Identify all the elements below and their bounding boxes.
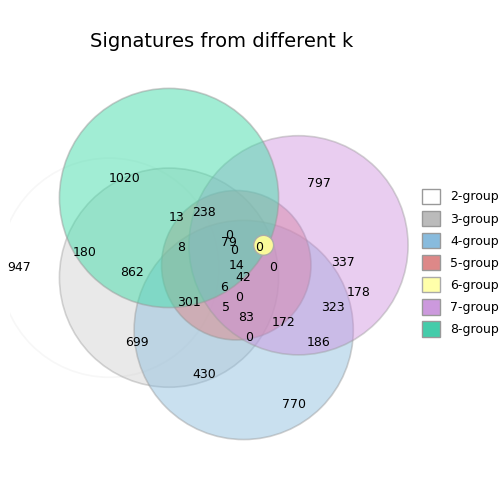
Circle shape <box>254 235 274 255</box>
Legend: 2-group, 3-group, 4-group, 5-group, 6-group, 7-group, 8-group: 2-group, 3-group, 4-group, 5-group, 6-gr… <box>418 185 503 341</box>
Text: 0: 0 <box>225 229 233 242</box>
Text: 6: 6 <box>220 281 228 294</box>
Text: 1020: 1020 <box>108 171 140 184</box>
Circle shape <box>189 136 408 355</box>
Text: 323: 323 <box>322 301 345 314</box>
Text: 0: 0 <box>245 331 253 344</box>
Text: 0: 0 <box>230 244 238 257</box>
Text: 430: 430 <box>192 368 216 382</box>
Text: 178: 178 <box>346 286 370 299</box>
Text: 699: 699 <box>125 336 149 349</box>
Text: 238: 238 <box>192 207 216 219</box>
Text: 180: 180 <box>73 246 96 259</box>
Text: 13: 13 <box>169 211 184 224</box>
Text: 770: 770 <box>282 398 305 411</box>
Circle shape <box>0 158 219 377</box>
Text: 186: 186 <box>306 336 330 349</box>
Text: 301: 301 <box>177 296 201 309</box>
Text: 0: 0 <box>255 241 263 255</box>
Text: 0: 0 <box>270 261 278 274</box>
Text: 337: 337 <box>332 256 355 269</box>
Text: 172: 172 <box>272 316 295 329</box>
Text: 947: 947 <box>8 261 31 274</box>
Text: 797: 797 <box>306 176 331 190</box>
Text: 862: 862 <box>120 266 144 279</box>
Circle shape <box>59 88 279 307</box>
Circle shape <box>134 220 353 439</box>
Text: 42: 42 <box>236 271 251 284</box>
Text: 0: 0 <box>235 291 243 304</box>
Text: 5: 5 <box>222 301 230 314</box>
Circle shape <box>59 168 279 387</box>
Title: Signatures from different k: Signatures from different k <box>90 32 353 51</box>
Circle shape <box>162 191 311 340</box>
Text: 8: 8 <box>177 241 185 255</box>
Text: 14: 14 <box>228 259 244 272</box>
Text: 79: 79 <box>221 236 237 249</box>
Text: 83: 83 <box>238 311 254 324</box>
